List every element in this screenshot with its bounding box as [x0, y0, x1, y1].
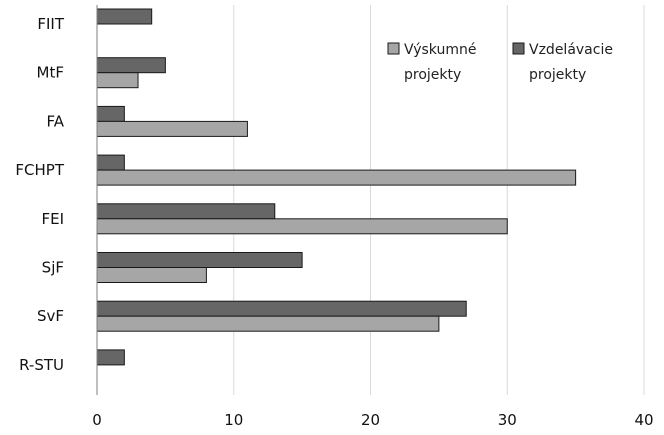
- bar-fa-vzdelavacie: [96, 105, 125, 122]
- legend-label-line2: projekty: [529, 67, 586, 83]
- category-label: FIIT: [37, 15, 64, 33]
- bars: [96, 8, 577, 366]
- x-tick-label: 10: [224, 411, 243, 429]
- category-label: R-STU: [19, 356, 64, 374]
- bar-fei-vyskumne: [96, 218, 508, 235]
- category-labels: FIIT MtF FA FCHPT FEI SjF SvF R-STU: [15, 15, 64, 374]
- x-tick-label: 20: [361, 411, 380, 429]
- bar-svf-vzdelavacie: [96, 300, 467, 317]
- bar-fiit-vzdelavacie: [96, 8, 153, 25]
- legend: Výskumné projekty Vzdelávacie projekty: [387, 42, 613, 83]
- x-tick-labels: 0 10 20 30 40: [92, 411, 653, 429]
- legend-label-line1: Výskumné: [404, 42, 476, 58]
- bar-mtf-vyskumne: [96, 72, 139, 89]
- category-label: SjF: [42, 259, 64, 277]
- legend-swatch: [387, 42, 400, 55]
- bar-fchpt-vzdelavacie: [96, 154, 125, 171]
- bar-svf-vyskumne: [96, 315, 440, 332]
- bar-fei-vzdelavacie: [96, 203, 276, 220]
- category-label: FCHPT: [15, 161, 64, 179]
- x-tick-label: 30: [498, 411, 517, 429]
- category-label: SvF: [37, 307, 64, 325]
- bar-fa-vyskumne: [96, 120, 248, 137]
- legend-label-line1: Vzdelávacie: [529, 42, 613, 58]
- category-label: FEI: [41, 210, 64, 228]
- bar-sjf-vzdelavacie: [96, 252, 303, 268]
- legend-swatch: [512, 42, 525, 55]
- category-label: FA: [46, 112, 64, 130]
- grid-lines: [233, 5, 645, 395]
- bar-sjf-vyskumne: [96, 267, 207, 283]
- legend-label-line2: projekty: [404, 67, 461, 83]
- x-tick-label: 0: [92, 411, 102, 429]
- bar-r-stu-vzdelavacie: [96, 349, 125, 366]
- x-tick-label: 40: [634, 411, 653, 429]
- category-label: MtF: [37, 64, 64, 82]
- bar-mtf-vzdelavacie: [96, 57, 166, 74]
- bar-fchpt-vyskumne: [96, 169, 577, 186]
